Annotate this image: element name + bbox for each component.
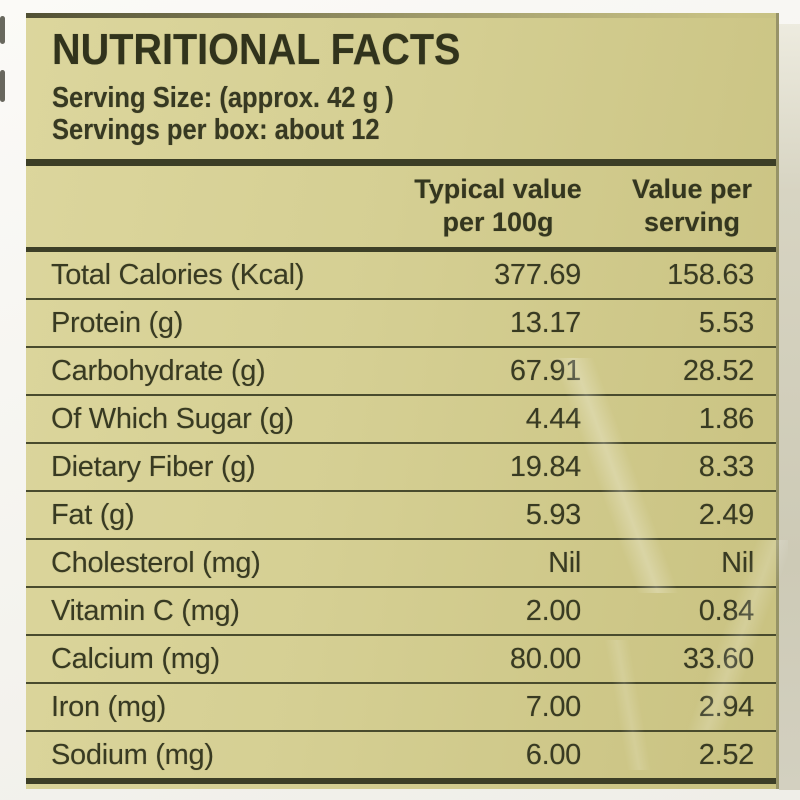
column-header-line: Value per (631, 174, 753, 204)
value-per-serving: 8.33 (698, 450, 755, 483)
value-per-100g: 2.00 (525, 594, 582, 627)
servings-per-box-text: Servings per box: about 12 (52, 114, 380, 146)
column-header-line: Typical value (414, 174, 582, 204)
nutrition-facts-panel: NUTRITIONAL FACTS Serving Size: (approx.… (26, 13, 779, 789)
nutrient-name: Total Calories (Kcal) (51, 258, 305, 291)
table-header-row: Typical value per 100g Value per serving (26, 166, 776, 247)
value-per-100g: 19.84 (509, 450, 581, 483)
package-edge-strip (779, 24, 800, 790)
table-row: Of Which Sugar (g) 4.44 1.86 (26, 396, 776, 444)
table-row: Carbohydrate (g) 67.91 28.52 (26, 348, 776, 396)
table-row: Total Calories (Kcal) 377.69 158.63 (26, 252, 776, 300)
value-per-serving: 158.63 (667, 258, 754, 291)
table-row: Sodium (mg) 6.00 2.52 (26, 732, 776, 778)
table-row: Iron (mg) 7.00 2.94 (26, 684, 776, 732)
value-per-100g: 377.69 (494, 258, 581, 291)
value-per-100g: 80.00 (509, 642, 581, 675)
table-row: Calcium (mg) 80.00 33.60 (26, 636, 776, 684)
value-per-serving: 2.94 (698, 690, 755, 723)
nutrient-name: Fat (g) (51, 498, 135, 531)
value-per-100g: 7.00 (525, 690, 582, 723)
nutrient-name: Protein (g) (51, 306, 184, 339)
column-header-value-per-serving: Value per serving (604, 173, 776, 247)
nutrient-name: Of Which Sugar (g) (51, 402, 294, 435)
serving-size-text: Serving Size: (approx. 42 g ) (52, 82, 394, 114)
header-spacer (26, 173, 392, 247)
table-row: Dietary Fiber (g) 19.84 8.33 (26, 444, 776, 492)
value-per-serving: 28.52 (682, 354, 754, 387)
table-row: Vitamin C (mg) 2.00 0.84 (26, 588, 776, 636)
column-header-typical-value: Typical value per 100g (392, 173, 604, 247)
value-per-100g: 4.44 (525, 402, 582, 435)
value-per-serving: 1.86 (698, 402, 755, 435)
table-row: Fat (g) 5.93 2.49 (26, 492, 776, 540)
nutrient-name: Dietary Fiber (g) (51, 450, 256, 483)
column-header-line: per 100g (442, 207, 554, 237)
value-per-serving: 33.60 (682, 642, 754, 675)
separator-rule-header (26, 247, 776, 252)
table-row: Protein (g) 13.17 5.53 (26, 300, 776, 348)
value-per-serving: 2.49 (698, 498, 755, 531)
value-per-100g: 13.17 (509, 306, 581, 339)
value-per-serving: 2.52 (698, 738, 755, 771)
value-per-100g: 67.91 (509, 354, 581, 387)
column-header-line: serving (643, 207, 741, 237)
panel-title: NUTRITIONAL FACTS (52, 25, 461, 74)
value-per-100g: 6.00 (525, 738, 582, 771)
nutrient-name: Cholesterol (mg) (51, 546, 261, 579)
value-per-serving: 0.84 (698, 594, 755, 627)
nutrient-name: Iron (mg) (51, 690, 166, 723)
nutrition-table: Total Calories (Kcal) 377.69 158.63 Protein… (26, 252, 776, 784)
nutrient-name: Calcium (mg) (51, 642, 220, 675)
value-per-100g: 5.93 (525, 498, 582, 531)
nutrient-name: Vitamin C (mg) (51, 594, 240, 627)
separator-rule-top (26, 159, 776, 166)
value-per-serving: Nil (721, 546, 754, 579)
panel-top-edge-line (26, 13, 776, 18)
value-per-100g: Nil (548, 546, 581, 579)
photo-edge-mark (0, 16, 5, 44)
photo-edge-mark (0, 70, 5, 102)
nutrient-name: Carbohydrate (g) (51, 354, 266, 387)
value-per-serving: 5.53 (698, 306, 755, 339)
nutrient-name: Sodium (mg) (51, 738, 214, 771)
table-row: Cholesterol (mg) Nil Nil (26, 540, 776, 588)
